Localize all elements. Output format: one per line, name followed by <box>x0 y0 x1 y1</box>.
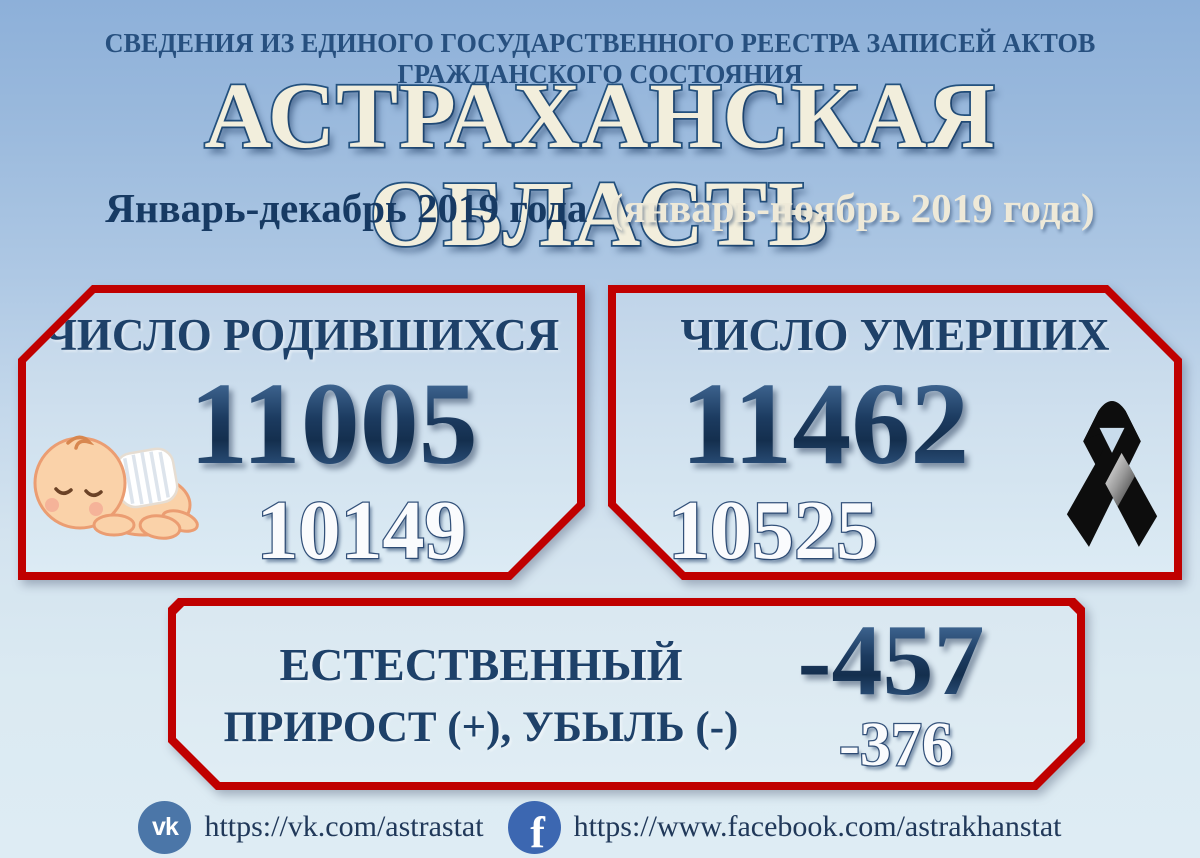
natural-change-title: ЕСТЕСТВЕННЫЙ ПРИРОСТ (+), УБЫЛЬ (-) <box>176 632 786 758</box>
births-card: ЧИСЛО РОДИВШИХСЯ 11005 10149 <box>18 285 585 580</box>
period-previous: (январь-ноябрь 2019 года) <box>609 185 1095 231</box>
births-previous-value: 10149 <box>256 484 467 577</box>
facebook-icon[interactable]: f <box>507 800 561 857</box>
region-title: АСТРАХАНСКАЯ ОБЛАСТЬ <box>203 65 997 266</box>
deaths-card: ЧИСЛО УМЕРШИХ 11462 10525 <box>608 285 1182 580</box>
facebook-link[interactable]: f https://www.facebook.com/astrakhanstat <box>507 800 1062 857</box>
vk-link[interactable]: vk https://vk.com/astrastat <box>138 800 484 854</box>
natural-change-title-line2: ПРИРОСТ (+), УБЫЛЬ (-) <box>223 704 739 752</box>
deaths-previous-value: 10525 <box>668 484 878 577</box>
natural-change-values: -457 -376 <box>741 610 1041 776</box>
natural-change-card: ЕСТЕСТВЕННЫЙ ПРИРОСТ (+), УБЫЛЬ (-) -457… <box>168 598 1085 790</box>
natural-change-previous-value: -376 <box>839 711 953 779</box>
natural-change-current-value: -457 <box>741 610 1041 712</box>
footer-links: vk https://vk.com/astrastat f https://ww… <box>0 799 1200 857</box>
vk-icon[interactable]: vk <box>138 800 192 854</box>
vk-icon-glyph: vk <box>152 812 179 841</box>
vk-url[interactable]: https://vk.com/astrastat <box>204 810 484 843</box>
births-title: ЧИСЛО РОДИВШИХСЯ <box>43 310 560 360</box>
period-line: Январь-декабрь 2019 года (январь-ноябрь … <box>0 185 1200 231</box>
deaths-card-body: ЧИСЛО УМЕРШИХ 11462 10525 <box>616 293 1174 572</box>
births-card-body: ЧИСЛО РОДИВШИХСЯ 11005 10149 <box>26 293 577 572</box>
registry-header: СВЕДЕНИЯ ИЗ ЕДИНОГО ГОСУДАРСТВЕННОГО РЕЕ… <box>104 28 1096 89</box>
mourning-ribbon-icon <box>1064 397 1160 549</box>
births-current-value: 11005 <box>26 365 577 483</box>
natural-change-title-line1: ЕСТЕСТВЕННЫЙ <box>279 639 683 690</box>
deaths-title: ЧИСЛО УМЕРШИХ <box>680 310 1110 360</box>
period-current: Январь-декабрь 2019 года <box>105 185 588 231</box>
facebook-url[interactable]: https://www.facebook.com/astrakhanstat <box>573 810 1062 843</box>
natural-change-card-body: ЕСТЕСТВЕННЫЙ ПРИРОСТ (+), УБЫЛЬ (-) -457… <box>176 606 1077 782</box>
facebook-icon-glyph: f <box>530 807 545 857</box>
baby-icon <box>28 393 208 558</box>
deaths-current-value: 11462 <box>616 365 1174 483</box>
